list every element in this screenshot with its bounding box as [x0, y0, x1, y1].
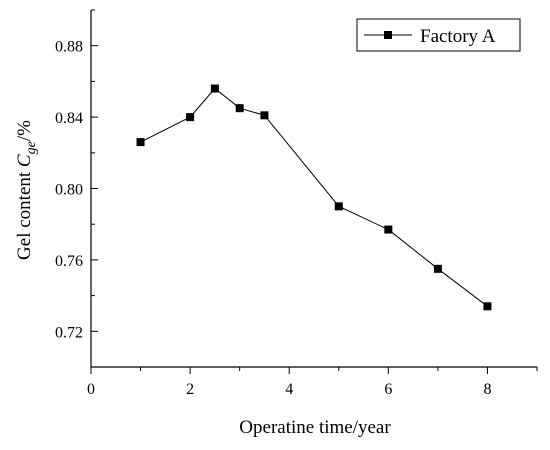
x-tick-label: 2	[186, 381, 194, 398]
y-axis-title: Gel content Cge/%	[14, 120, 39, 260]
data-point-marker	[433, 264, 442, 273]
data-point-marker	[483, 302, 492, 311]
x-tick-label: 8	[483, 381, 491, 398]
legend: Factory A	[356, 18, 521, 52]
data-point-marker	[334, 202, 343, 211]
x-tick-label: 0	[87, 381, 95, 398]
x-axis-title: Operatine time/year	[239, 417, 391, 438]
y-tick-label: 0.72	[55, 324, 83, 341]
series-line	[140, 87, 488, 307]
legend-marker-square	[384, 31, 392, 39]
plot-frame	[90, 10, 537, 368]
data-point-marker	[210, 84, 219, 93]
y-axis: 0.72 0.76 0.80 0.84 0.88	[55, 9, 98, 368]
y-tick-label: 0.80	[55, 182, 83, 199]
data-point-marker	[235, 104, 244, 113]
y-axis-title-symbol: C	[14, 154, 35, 167]
y-axis-title-subscript: ge	[24, 141, 39, 154]
y-axis-title-suffix: /%	[14, 120, 35, 141]
x-tick-label: 4	[285, 381, 293, 398]
y-tick-label: 0.84	[55, 110, 83, 127]
data-point-marker	[260, 111, 269, 120]
series-layer	[136, 84, 492, 311]
y-tick-label: 0.88	[55, 39, 83, 56]
data-point-marker	[136, 138, 145, 147]
data-point-marker	[384, 225, 393, 234]
legend-label: Factory A	[420, 26, 496, 47]
y-tick-label: 0.76	[55, 253, 83, 270]
x-axis: 0 2 4 6 8	[87, 367, 538, 398]
y-axis-title-prefix: Gel content	[14, 167, 35, 260]
data-point-marker	[186, 113, 195, 122]
x-tick-label: 6	[384, 381, 392, 398]
